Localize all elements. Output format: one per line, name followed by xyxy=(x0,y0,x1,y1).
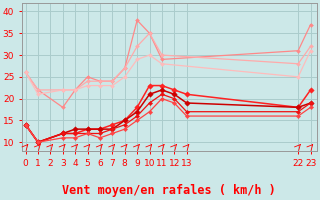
X-axis label: Vent moyen/en rafales ( km/h ): Vent moyen/en rafales ( km/h ) xyxy=(62,184,276,197)
